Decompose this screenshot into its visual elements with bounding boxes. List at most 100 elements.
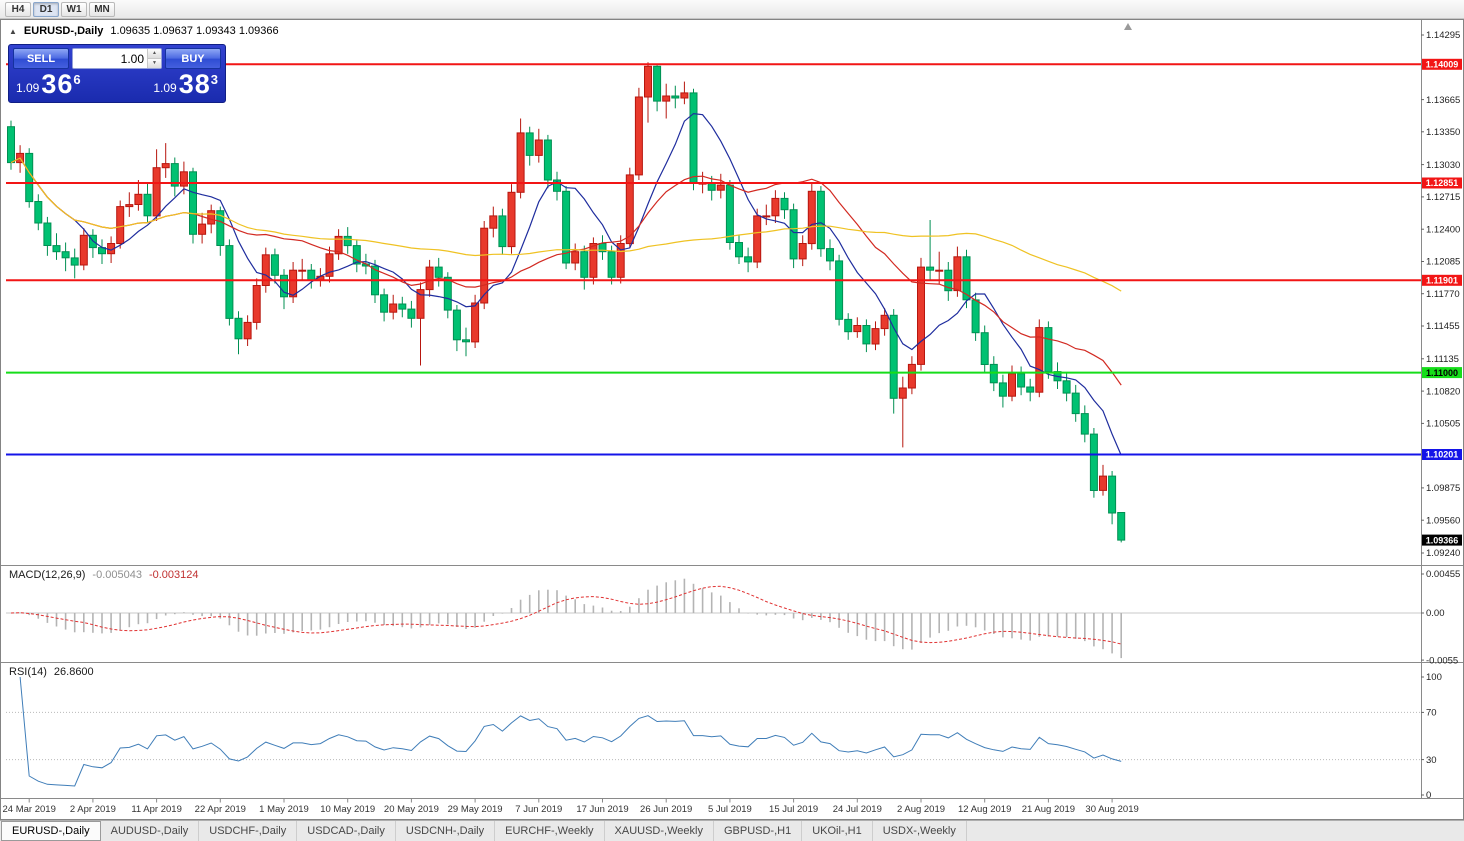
- chart-tab-eurchf-weekly[interactable]: EURCHF-,Weekly: [495, 821, 605, 841]
- candle: [853, 325, 862, 333]
- price-level-label: [1422, 177, 1462, 189]
- volume-spinner: ▲ ▼: [147, 49, 161, 68]
- candle: [689, 92, 698, 184]
- volume-increase-button[interactable]: ▲: [148, 49, 161, 59]
- date-label: 2 Apr 2019: [70, 804, 116, 815]
- candle: [425, 266, 434, 291]
- current-price-label-text: 1.09366: [1426, 535, 1459, 545]
- candle: [143, 193, 152, 217]
- sell-button[interactable]: SELL: [13, 48, 69, 69]
- candle: [334, 235, 343, 255]
- price-tick-label: 1.11770: [1426, 289, 1460, 300]
- candle: [680, 92, 689, 99]
- candle: [880, 314, 889, 330]
- date-label: 21 Aug 2019: [1022, 804, 1075, 815]
- buy-button[interactable]: BUY: [165, 48, 221, 69]
- candle: [653, 65, 662, 102]
- candle: [553, 179, 561, 192]
- rsi-name: RSI(14): [9, 666, 47, 678]
- chart-tab-usdx-weekly[interactable]: USDX-,Weekly: [873, 821, 967, 841]
- candle: [789, 209, 798, 260]
- date-label: 24 Mar 2019: [3, 804, 56, 815]
- candle: [1026, 386, 1035, 393]
- rsi-line: [19, 676, 1122, 787]
- candle: [780, 197, 789, 211]
- volume-input[interactable]: [73, 49, 147, 68]
- candle: [580, 251, 589, 278]
- macd-tick-label: 0.00: [1426, 608, 1445, 619]
- chart-tab-eurusd-daily[interactable]: EURUSD-,Daily: [1, 821, 101, 841]
- date-label: 22 Apr 2019: [195, 804, 246, 815]
- chart-shift-marker-icon[interactable]: [1124, 23, 1132, 30]
- timeframe-button-h4[interactable]: H4: [5, 1, 31, 17]
- candle: [634, 96, 643, 176]
- price-level-label-text: 1.12851: [1426, 178, 1459, 188]
- price-level-label-text: 1.11000: [1426, 368, 1458, 378]
- candle: [234, 317, 243, 340]
- bid-price-pips: 36: [41, 69, 74, 99]
- candle: [589, 243, 598, 278]
- chart-tab-xauusd-weekly[interactable]: XAUUSD-,Weekly: [605, 821, 714, 841]
- date-label: 12 Aug 2019: [958, 804, 1011, 815]
- candle: [179, 171, 188, 187]
- candle: [498, 215, 507, 248]
- price-level-label-text: 1.14009: [1426, 60, 1459, 70]
- price-tick-label: 1.14295: [1426, 30, 1460, 41]
- candle: [343, 235, 352, 247]
- candle: [1099, 475, 1107, 491]
- timeframe-button-mn[interactable]: MN: [89, 1, 115, 17]
- price-tick-label: 1.11455: [1426, 321, 1460, 332]
- price-tick-label: 1.10505: [1426, 419, 1460, 430]
- price-level-label: [1422, 449, 1462, 460]
- candle: [243, 321, 252, 340]
- chart-tab-gbpusd-h1[interactable]: GBPUSD-,H1: [714, 821, 803, 841]
- timeframe-button-d1[interactable]: D1: [33, 1, 59, 17]
- candle: [571, 251, 580, 264]
- candle: [862, 325, 871, 345]
- candle: [489, 215, 498, 229]
- chart-tab-usdcnh-daily[interactable]: USDCNH-,Daily: [396, 821, 496, 841]
- candle: [462, 339, 470, 343]
- candle: [270, 254, 279, 276]
- ask-price-prefix: 1.09: [153, 81, 177, 95]
- price-level-label: [1422, 274, 1462, 286]
- date-label: 30 Aug 2019: [1085, 804, 1138, 815]
- date-label: 7 Jun 2019: [515, 804, 562, 815]
- date-label: 11 Apr 2019: [131, 804, 182, 815]
- macd-indicator-label: MACD(12,26,9) -0.005043 -0.003124: [9, 569, 199, 581]
- volume-decrease-button[interactable]: ▼: [148, 59, 161, 68]
- candle: [189, 171, 197, 235]
- price-level-label: [1422, 58, 1462, 70]
- candle: [962, 256, 971, 301]
- chart-tab-usdcad-daily[interactable]: USDCAD-,Daily: [297, 821, 396, 841]
- date-label: 20 May 2019: [384, 804, 439, 815]
- candle: [771, 197, 780, 217]
- chart-tab-ukoil-h1[interactable]: UKOil-,H1: [802, 821, 873, 841]
- candle: [79, 234, 88, 266]
- candle: [625, 174, 634, 245]
- candle: [507, 191, 516, 248]
- chart-tab-usdchf-daily[interactable]: USDCHF-,Daily: [199, 821, 298, 841]
- candle: [835, 260, 844, 320]
- candle: [662, 95, 671, 102]
- candle: [716, 184, 725, 191]
- candle: [816, 190, 825, 250]
- time-axis-drag-area[interactable]: [1, 799, 1421, 820]
- candle: [298, 269, 307, 272]
- price-axis-drag-area[interactable]: [1421, 20, 1463, 799]
- date-label: 17 Jun 2019: [576, 804, 628, 815]
- chart-tabs-bar: EURUSD-,Daily AUDUSD-,Daily USDCHF-,Daily U…: [0, 820, 1464, 841]
- candle: [607, 251, 616, 278]
- candle: [725, 184, 734, 244]
- candle: [971, 299, 980, 334]
- candle: [43, 222, 52, 246]
- chart-tab-audusd-daily[interactable]: AUDUSD-,Daily: [101, 821, 200, 841]
- candle: [125, 204, 134, 208]
- timeframe-button-w1[interactable]: W1: [61, 1, 87, 17]
- candle: [134, 193, 143, 206]
- candle: [826, 248, 834, 262]
- ma-55-line: [10, 157, 1122, 292]
- chart-title: ▲ EURUSD-,Daily 1.09635 1.09637 1.09343 …: [9, 25, 279, 37]
- candle: [252, 285, 261, 323]
